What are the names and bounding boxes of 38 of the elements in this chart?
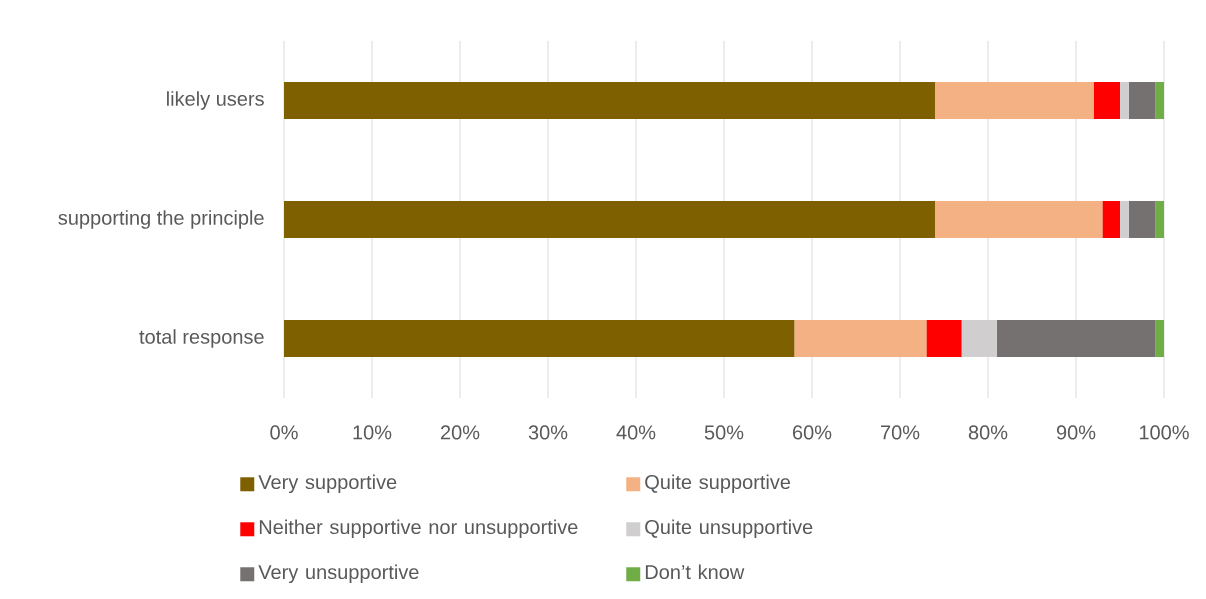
x-tick-label: 70% (881, 425, 920, 440)
bar (284, 82, 936, 119)
y-tick-label: total response (139, 329, 264, 348)
bar (1155, 320, 1164, 357)
y-tick-label: likely users (167, 91, 264, 110)
x-tick-label: 100% (1139, 425, 1189, 440)
bar (961, 320, 997, 357)
bar (1155, 201, 1164, 238)
x-tick-label: 90% (1056, 425, 1096, 440)
bar (284, 201, 936, 238)
bar (1102, 201, 1120, 238)
x-tick-label: 50% (704, 425, 744, 440)
y-tick-label: supporting the principle (58, 210, 264, 229)
bar (1120, 82, 1129, 119)
x-tick-label: 0% (270, 425, 298, 440)
x-tick-label: 10% (353, 425, 392, 440)
x-tick-label: 40% (616, 425, 656, 440)
legend-label: Quite supportive (645, 474, 791, 494)
bar (1128, 201, 1156, 238)
bar (1120, 201, 1129, 238)
bar (926, 320, 962, 357)
legend-label: Quite unsupportive (645, 519, 813, 539)
bar (935, 201, 1103, 238)
legend-label: Very supportive (258, 474, 397, 494)
bar (794, 320, 927, 357)
legend-label: Neither supportive nor unsupportive (259, 519, 578, 539)
bar (996, 320, 1156, 357)
x-tick-label: 30% (528, 425, 568, 440)
bar (1093, 82, 1120, 119)
x-tick-label: 80% (968, 425, 1008, 440)
legend-label: Don’t know (645, 564, 745, 580)
x-tick-label: 60% (793, 425, 832, 440)
bar (1128, 82, 1156, 119)
legend-label: Very unsupportive (258, 564, 419, 584)
bar (935, 82, 1094, 119)
bar (1155, 82, 1164, 119)
bar (284, 320, 795, 357)
x-tick-label: 20% (440, 425, 480, 440)
